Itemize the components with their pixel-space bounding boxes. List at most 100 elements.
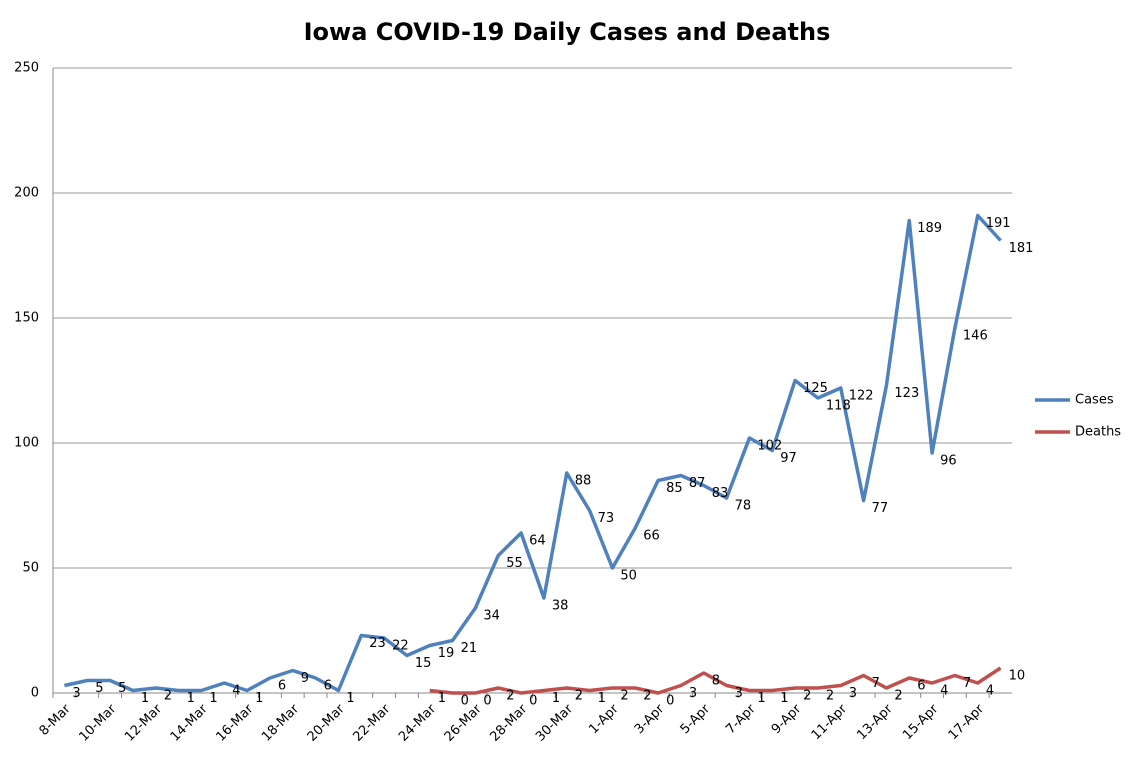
data-label: 9	[301, 671, 309, 686]
data-label: 1	[598, 691, 606, 706]
data-label: 78	[735, 499, 752, 514]
data-label: 0	[529, 694, 537, 709]
data-label: 73	[598, 511, 615, 526]
data-label: 21	[461, 641, 478, 656]
data-label: 87	[689, 476, 706, 491]
data-label: 5	[118, 681, 126, 696]
data-label: 1	[209, 691, 217, 706]
data-label: 4	[940, 684, 948, 699]
data-label: 88	[575, 474, 592, 489]
y-tick-label: 250	[14, 61, 39, 76]
data-label: 122	[849, 389, 874, 404]
data-label: 38	[552, 599, 569, 614]
data-label: 6	[324, 679, 332, 694]
data-label: 7	[963, 676, 971, 691]
x-tick-label: 1-Apr	[586, 701, 622, 737]
data-label: 15	[415, 656, 432, 671]
x-tick-label: 9-Apr	[769, 701, 805, 737]
data-label: 1	[141, 691, 149, 706]
data-label: 96	[940, 454, 957, 469]
chart-title: Iowa COVID-19 Daily Cases and Deaths	[304, 18, 831, 46]
x-tick-label: 3-Apr	[632, 701, 668, 737]
x-tick-label: 13-Apr	[854, 701, 896, 743]
x-tick-label: 22-Mar	[350, 701, 393, 744]
data-label: 7	[872, 676, 880, 691]
data-label: 97	[780, 451, 797, 466]
x-tick-label: 7-Apr	[723, 701, 759, 737]
data-label: 0	[483, 694, 491, 709]
data-label: 3	[72, 686, 80, 701]
y-tick-label: 100	[14, 436, 39, 451]
data-label: 123	[894, 386, 919, 401]
x-tick-label: 8-Mar	[37, 701, 75, 739]
data-label: 2	[894, 689, 902, 704]
data-label: 6	[917, 679, 925, 694]
data-label: 191	[986, 216, 1011, 231]
data-label: 102	[757, 439, 782, 454]
x-tick-label: 11-Apr	[809, 701, 851, 743]
x-tick-label: 17-Apr	[946, 701, 988, 743]
data-label: 2	[164, 689, 172, 704]
y-tick-label: 200	[14, 186, 39, 201]
data-label: 3	[735, 686, 743, 701]
data-label: 10	[1009, 669, 1026, 684]
x-tick-label: 24-Mar	[396, 701, 439, 744]
x-tick-label: 15-Apr	[900, 701, 942, 743]
x-tick-label: 20-Mar	[305, 701, 348, 744]
data-label: 1	[346, 691, 354, 706]
data-label: 0	[461, 694, 469, 709]
data-label: 3	[849, 686, 857, 701]
data-label: 1	[438, 691, 446, 706]
data-label: 189	[917, 221, 942, 236]
data-label: 23	[369, 636, 386, 651]
data-label: 0	[666, 694, 674, 709]
x-tick-label: 14-Mar	[168, 701, 211, 744]
data-label: 1	[187, 691, 195, 706]
data-label: 64	[529, 534, 546, 549]
data-label: 2	[803, 689, 811, 704]
data-label: 2	[620, 689, 628, 704]
y-tick-label: 0	[31, 686, 39, 701]
data-label: 8	[712, 674, 720, 689]
y-tick-label: 50	[22, 561, 39, 576]
data-label: 77	[872, 501, 889, 516]
data-label: 2	[506, 689, 514, 704]
data-label: 5	[95, 681, 103, 696]
x-tick-label: 28-Mar	[487, 701, 530, 744]
data-label: 2	[575, 689, 583, 704]
data-label: 50	[620, 569, 637, 584]
data-label: 22	[392, 639, 409, 654]
legend-label: Cases	[1075, 393, 1114, 408]
data-label: 125	[803, 381, 828, 396]
series-line	[64, 213, 1002, 693]
series-line	[429, 666, 1002, 695]
data-label: 1	[757, 691, 765, 706]
data-label: 118	[826, 399, 851, 414]
data-label: 3	[689, 686, 697, 701]
data-label: 1	[780, 691, 788, 706]
y-tick-label: 150	[14, 311, 39, 326]
data-label: 2	[643, 689, 651, 704]
x-tick-label: 30-Mar	[533, 701, 576, 744]
data-label: 19	[438, 646, 455, 661]
data-label: 1	[552, 691, 560, 706]
x-tick-label: 12-Mar	[122, 701, 165, 744]
x-tick-label: 16-Mar	[213, 701, 256, 744]
x-tick-label: 10-Mar	[76, 701, 119, 744]
data-label: 146	[963, 329, 988, 344]
data-label: 4	[232, 684, 240, 699]
data-label: 2	[826, 689, 834, 704]
legend-label: Deaths	[1075, 425, 1121, 440]
data-label: 66	[643, 529, 660, 544]
data-label: 34	[483, 609, 500, 624]
data-label: 83	[712, 486, 729, 501]
data-label: 6	[278, 679, 286, 694]
data-label: 181	[1009, 241, 1034, 256]
data-label: 4	[986, 684, 994, 699]
data-label: 55	[506, 556, 523, 571]
data-label: 1	[255, 691, 263, 706]
x-tick-label: 18-Mar	[259, 701, 302, 744]
x-tick-label: 5-Apr	[678, 701, 714, 737]
data-label: 85	[666, 481, 683, 496]
